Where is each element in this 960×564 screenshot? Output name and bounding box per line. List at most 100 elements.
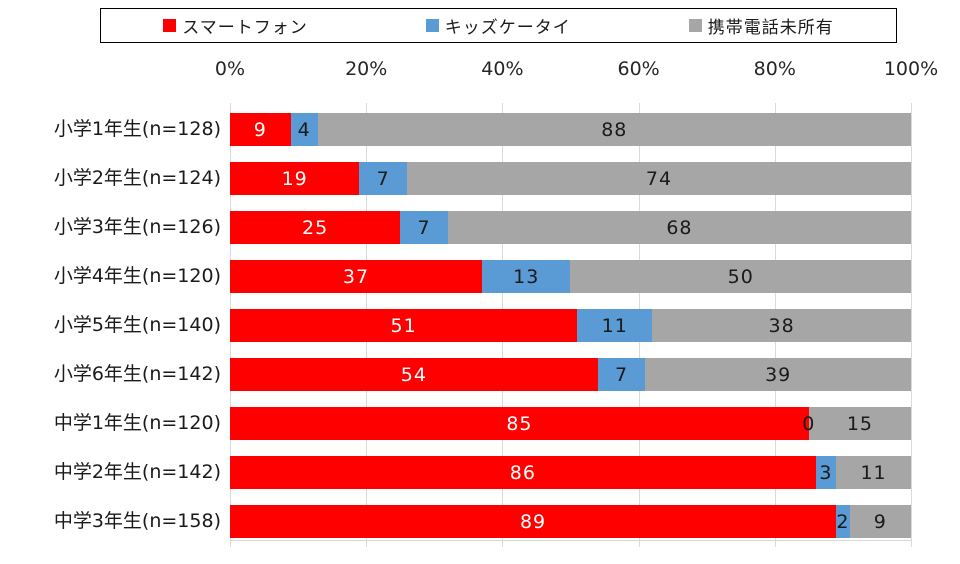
bar-segment-kids-phone: 11 (577, 309, 653, 342)
bar-row: 小学4年生(n=120) 37 13 50 (0, 247, 911, 296)
bar-row: 小学6年生(n=142) 54 7 39 (0, 345, 911, 394)
bar-value-label: 11 (860, 461, 887, 484)
x-tick-label-0%: 0% (214, 58, 246, 80)
bar-segment-smartphone: 54 (230, 358, 598, 391)
bar-value-label: 51 (390, 314, 417, 337)
bar-segment-kids-phone: 7 (597, 358, 646, 391)
x-axis-line (230, 540, 911, 541)
bar-row: 中学3年生(n=158) 89 2 9 (0, 492, 911, 541)
category-label: 小学2年生(n=124) (53, 167, 221, 189)
bar-value-label: 68 (666, 216, 693, 239)
bar-value-label: 88 (601, 118, 628, 141)
x-tick-label-80%: 80% (753, 58, 796, 80)
bar-value-label: 39 (765, 363, 792, 386)
bar-segment-smartphone: 51 (230, 309, 578, 342)
category-label: 中学1年生(n=120) (53, 412, 221, 434)
x-axis-tick-20% (366, 540, 368, 547)
category-label: 中学3年生(n=158) (53, 510, 221, 532)
legend-label-smartphone: スマートフォン (182, 18, 308, 38)
legend-item-kids-phone: キッズケータイ (425, 13, 571, 38)
bar-value-label: 15 (846, 412, 873, 435)
bar-row: 小学5年生(n=140) 51 11 38 (0, 296, 911, 345)
bar-value-label: 85 (506, 412, 533, 435)
legend-swatch-no-phone (688, 19, 702, 32)
bar-track: 54 7 39 (230, 358, 911, 391)
bar-row-inner: 小学4年生(n=120) 37 13 50 (0, 260, 911, 293)
bar-value-label: 3 (819, 461, 833, 484)
legend: スマートフォン キッズケータイ 携帯電話未所有 (100, 8, 897, 43)
bar-row-inner: 中学1年生(n=120) 85 0 15 (0, 407, 911, 440)
x-axis-tick-40% (502, 540, 504, 547)
bar-value-label: 50 (727, 265, 754, 288)
bar-value-label: 37 (342, 265, 370, 288)
legend-label-kids-phone: キッズケータイ (444, 18, 571, 38)
legend-item-no-phone: 携帯電話未所有 (688, 13, 834, 38)
bar-track: 37 13 50 (230, 260, 911, 293)
bar-value-label: 74 (645, 167, 673, 190)
bar-value-label: 2 (836, 510, 850, 533)
x-tick-label-40%: 40% (481, 58, 524, 80)
bar-segment-kids-phone: 7 (400, 211, 448, 244)
legend-swatch-smartphone (163, 19, 177, 32)
bar-value-label: 9 (873, 510, 887, 533)
bar-row: 小学2年生(n=124) 19 7 74 (0, 149, 911, 198)
bar-value-label: 4 (297, 118, 311, 141)
x-axis-tick-100% (911, 540, 912, 547)
bar-value-label: 0 (802, 412, 816, 435)
bar-track: 19 7 74 (230, 162, 911, 195)
bar-segment-no-phone: 11 (836, 456, 911, 489)
bar-row-inner: 中学2年生(n=142) 86 3 11 (0, 456, 911, 489)
bar-row-inner: 小学2年生(n=124) 19 7 74 (0, 162, 911, 195)
bar-row-inner: 中学3年生(n=158) 89 2 9 (0, 505, 911, 538)
bar-segment-smartphone: 37 (230, 260, 482, 293)
category-label: 小学6年生(n=142) (53, 363, 221, 385)
bar-segment-smartphone: 25 (230, 211, 401, 244)
x-axis-tick-60% (638, 540, 640, 547)
category-label: 小学4年生(n=120) (53, 265, 221, 287)
bar-segment-no-phone: 38 (652, 309, 911, 342)
bar-row: 中学1年生(n=120) 85 0 15 (0, 394, 911, 443)
x-tick-label-20%: 20% (345, 58, 388, 80)
bar-value-label: 38 (768, 314, 795, 337)
x-tick-label-60%: 60% (617, 58, 660, 80)
x-axis-tick-80% (774, 540, 776, 547)
bar-value-label: 7 (417, 216, 431, 239)
bar-segment-no-phone: 74 (407, 162, 911, 195)
gridline-100% (911, 103, 912, 540)
bar-value-label: 13 (513, 265, 540, 288)
bar-row-inner: 小学1年生(n=128) 9 4 88 (0, 113, 911, 146)
bar-segment-smartphone: 86 (230, 456, 816, 489)
bar-segment-no-phone: 50 (570, 260, 911, 293)
bar-segment-kids-phone: 13 (481, 260, 571, 293)
category-label: 小学1年生(n=128) (53, 118, 221, 140)
category-label: 小学3年生(n=126) (53, 216, 221, 238)
bar-value-label: 86 (509, 461, 536, 484)
bar-value-label: 89 (519, 510, 547, 533)
bar-value-label: 54 (400, 363, 427, 386)
bar-row: 中学2年生(n=142) 86 3 11 (0, 443, 911, 492)
bar-segment-no-phone: 39 (645, 358, 911, 391)
plot-rows: 小学1年生(n=128) 9 4 88 小学2年生(n=124) 19 7 74 小学3年生(n… (0, 100, 911, 541)
bar-track: 86 3 11 (230, 456, 911, 489)
bar-segment-smartphone: 85 (230, 407, 809, 440)
bar-segment-no-phone: 15 (808, 407, 911, 440)
bar-value-label: 19 (281, 167, 308, 190)
bar-row: 小学1年生(n=128) 9 4 88 (0, 100, 911, 149)
bar-track: 89 2 9 (230, 505, 911, 538)
bar-row-inner: 小学6年生(n=142) 54 7 39 (0, 358, 911, 391)
bar-track: 9 4 88 (230, 113, 911, 146)
bar-value-label: 25 (302, 216, 329, 239)
legend-item-smartphone: スマートフォン (163, 13, 308, 38)
bar-segment-kids-phone: 7 (359, 162, 408, 195)
bar-row-inner: 小学5年生(n=140) 51 11 38 (0, 309, 911, 342)
bar-segment-smartphone: 89 (230, 505, 837, 538)
bar-value-label: 9 (253, 118, 267, 141)
category-label: 中学2年生(n=142) (53, 461, 221, 483)
bar-row: 小学3年生(n=126) 25 7 68 (0, 198, 911, 247)
bar-segment-kids-phone: 2 (836, 505, 850, 538)
bar-segment-smartphone: 19 (230, 162, 360, 195)
bar-value-label: 11 (601, 314, 628, 337)
legend-swatch-kids-phone (425, 19, 439, 32)
bar-row-inner: 小学3年生(n=126) 25 7 68 (0, 211, 911, 244)
